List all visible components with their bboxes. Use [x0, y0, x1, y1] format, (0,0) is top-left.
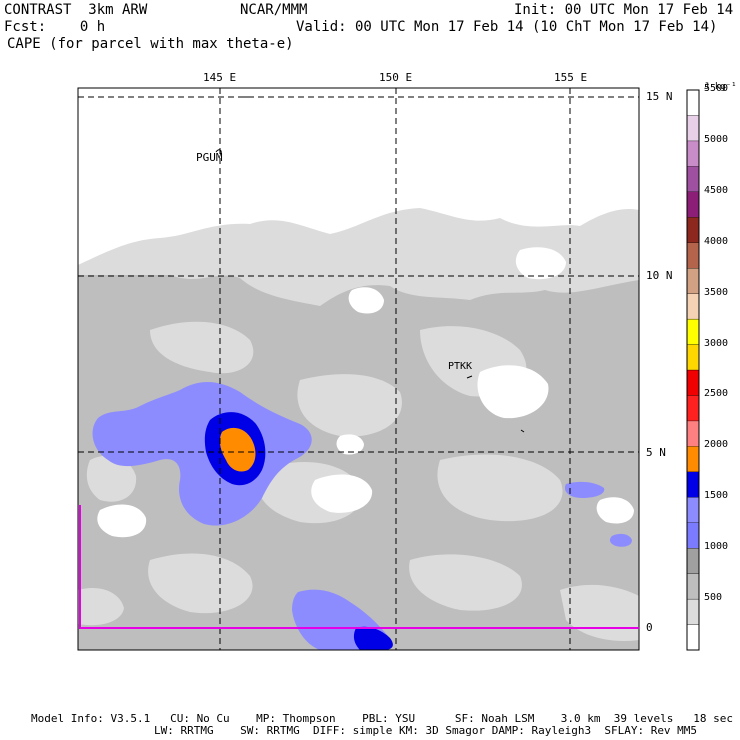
footer-model-info: Model Info: V3.5.1 CU: No Cu MP: Thompso…	[31, 712, 733, 725]
station-label-ptkk: PTKK	[448, 361, 473, 372]
cape-shade-orange	[219, 427, 256, 472]
lat-label-0: 0	[646, 621, 653, 634]
colorbar-tick-label: 1000	[704, 541, 729, 553]
header-organization: NCAR/MMM	[240, 2, 308, 18]
lat-label-10: 10 N	[646, 269, 673, 282]
cape-shade-blue-1	[92, 381, 312, 526]
colorbar-tick-label: 3000	[704, 337, 729, 349]
cape-shade-darkblue-2	[353, 626, 393, 650]
colorbar-tick-label: 3500	[704, 286, 729, 298]
coastline-marks	[215, 96, 525, 433]
colorbar-tick-label: 4000	[704, 235, 729, 247]
colorbar-tick-label: 500	[704, 592, 723, 604]
cape-shade-blue-3	[564, 481, 632, 547]
colorbar-tick-label: 1500	[704, 490, 729, 502]
header-model-name: CONTRAST 3km ARW	[4, 2, 148, 18]
cape-field	[78, 88, 639, 650]
header-valid-time: Valid: 00 UTC Mon 17 Feb 14 (10 ChT Mon …	[296, 19, 718, 35]
colorbar-unit: J kg⁻¹	[704, 82, 737, 92]
lon-label-155: 155 E	[554, 71, 588, 84]
domain-boundary	[79, 505, 639, 629]
lon-label-150: 150 E	[379, 71, 413, 84]
station-label-pgum: PGUM	[196, 151, 223, 164]
header-field-name: CAPE (for parcel with max theta-e)	[7, 36, 294, 52]
footer-physics-info: LW: RRTMG SW: RRTMG DIFF: simple KM: 3D …	[154, 724, 698, 737]
cape-patch-light	[78, 321, 639, 642]
lon-label-145: 145 E	[203, 71, 237, 84]
colorbar-tick-label: 5000	[704, 133, 729, 145]
header-init-time: Init: 00 UTC Mon 17 Feb 14	[514, 2, 734, 18]
colorbar-tick-label: 4500	[704, 184, 729, 196]
colorbar-tick-label: 5500	[704, 83, 729, 94]
header-forecast-hour: Fcst: 0 h	[4, 19, 106, 35]
lat-lon-grid	[78, 88, 639, 650]
cape-patch-white	[97, 247, 635, 538]
colorbar-tick-label: 2000	[704, 439, 729, 451]
colorbar-tick-label: 2500	[704, 388, 729, 400]
lat-label-15: 15 N	[646, 90, 673, 103]
map-frame	[77, 87, 640, 651]
lat-label-5: 5 N	[646, 446, 666, 459]
